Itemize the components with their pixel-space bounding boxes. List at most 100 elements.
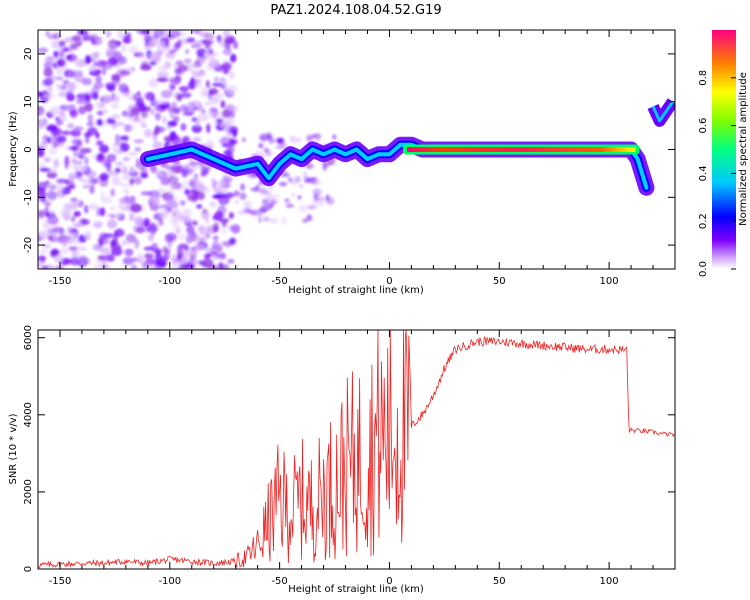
noise-blob [94, 101, 103, 109]
noise-blob [225, 132, 234, 138]
noise-blob [322, 163, 327, 171]
noise-blob [218, 139, 230, 144]
noise-blob [220, 100, 226, 109]
noise-blob [191, 79, 201, 84]
noise-blob [160, 209, 170, 219]
noise-blob [114, 228, 125, 237]
noise-blob [42, 264, 48, 269]
noise-blob [150, 108, 155, 116]
noise-blob [140, 111, 148, 119]
noise-blob [84, 56, 92, 65]
noise-blob [193, 136, 202, 143]
noise-blob [229, 237, 237, 245]
noise-blob [51, 40, 62, 48]
noise-blob [194, 73, 206, 78]
noise-blob [69, 257, 81, 266]
noise-blob [99, 174, 104, 181]
noise-blob [206, 186, 211, 195]
noise-blob [167, 120, 178, 127]
spectrogram-xtick-label: -100 [158, 276, 181, 287]
noise-blob [181, 136, 188, 144]
noise-blob [306, 205, 317, 210]
noise-blob [312, 179, 323, 186]
noise-blob [191, 259, 198, 265]
noise-blob [160, 89, 173, 99]
noise-blob [222, 48, 232, 56]
colorbar-ticks: 0.0 0.2 0.4 0.6 0.8 [698, 70, 736, 277]
snr-xlabel: Height of straight line (km) [288, 584, 424, 595]
noise-blob [239, 192, 247, 200]
noise-blob [209, 143, 215, 149]
noise-blob [106, 84, 116, 92]
noise-blob [78, 255, 88, 263]
noise-blob [48, 147, 58, 156]
noise-blob [188, 160, 199, 167]
noise-blob [133, 216, 144, 225]
noise-blob [38, 124, 45, 130]
noise-blob [176, 249, 184, 259]
noise-blob [206, 47, 214, 55]
figure-title: PAZ1.2024.108.04.52.G19 [270, 3, 441, 18]
noise-blob [202, 208, 208, 214]
noise-blob [121, 44, 127, 53]
noise-blob [95, 258, 106, 266]
noise-blob [230, 53, 237, 63]
noise-blob [325, 194, 330, 202]
noise-blob [169, 131, 177, 140]
colorbar-tick-label: 0.0 [698, 261, 709, 277]
noise-blob [70, 197, 78, 203]
noise-blob [70, 216, 76, 223]
noise-blob [275, 137, 285, 144]
noise-blob [145, 256, 152, 267]
noise-blob [38, 230, 50, 238]
noise-blob [38, 262, 42, 268]
colorbar-gradient [712, 30, 736, 269]
noise-blob [100, 191, 105, 199]
noise-blob [78, 165, 86, 171]
noise-blob [192, 41, 199, 48]
noise-blob [110, 93, 121, 103]
noise-blob [62, 202, 72, 212]
noise-blob [281, 216, 287, 225]
noise-blob [160, 177, 171, 185]
noise-blob [130, 203, 143, 213]
noise-blob [201, 235, 207, 245]
noise-blob [84, 30, 89, 37]
noise-blob [170, 164, 182, 174]
noise-blob [178, 264, 188, 269]
noise-blob [47, 92, 55, 100]
noise-blob [65, 103, 77, 111]
noise-blob [58, 234, 71, 242]
noise-blob [148, 78, 159, 88]
snr-ytick-label: 6000 [23, 325, 34, 350]
noise-blob [49, 209, 55, 215]
noise-blob [93, 264, 106, 269]
noise-blob [40, 140, 48, 150]
noise-blob [297, 195, 302, 200]
noise-blob [207, 90, 213, 100]
noise-blob [185, 234, 193, 244]
snr-xtick-label: -50 [271, 576, 287, 587]
noise-blob [98, 240, 103, 247]
noise-blob [56, 57, 67, 68]
noise-blob [39, 167, 51, 172]
noise-blob [65, 54, 73, 60]
noise-blob [87, 113, 93, 124]
noise-blob [306, 214, 313, 222]
noise-blob [76, 93, 89, 100]
noise-blob [170, 101, 178, 109]
noise-blob [151, 248, 163, 254]
colorbar-label: Normalized spectral amplitude [738, 72, 749, 226]
noise-blob [234, 199, 240, 204]
noise-blob [233, 190, 240, 197]
noise-blob [102, 108, 109, 116]
noise-blob [154, 112, 162, 121]
noise-blob [201, 258, 214, 268]
snr-xtick-label: 50 [493, 576, 506, 587]
noise-blob [75, 98, 88, 104]
noise-blob [122, 257, 134, 266]
noise-blob [157, 188, 166, 194]
noise-blob [58, 116, 68, 122]
noise-blob [71, 35, 81, 42]
noise-blob [38, 47, 49, 53]
